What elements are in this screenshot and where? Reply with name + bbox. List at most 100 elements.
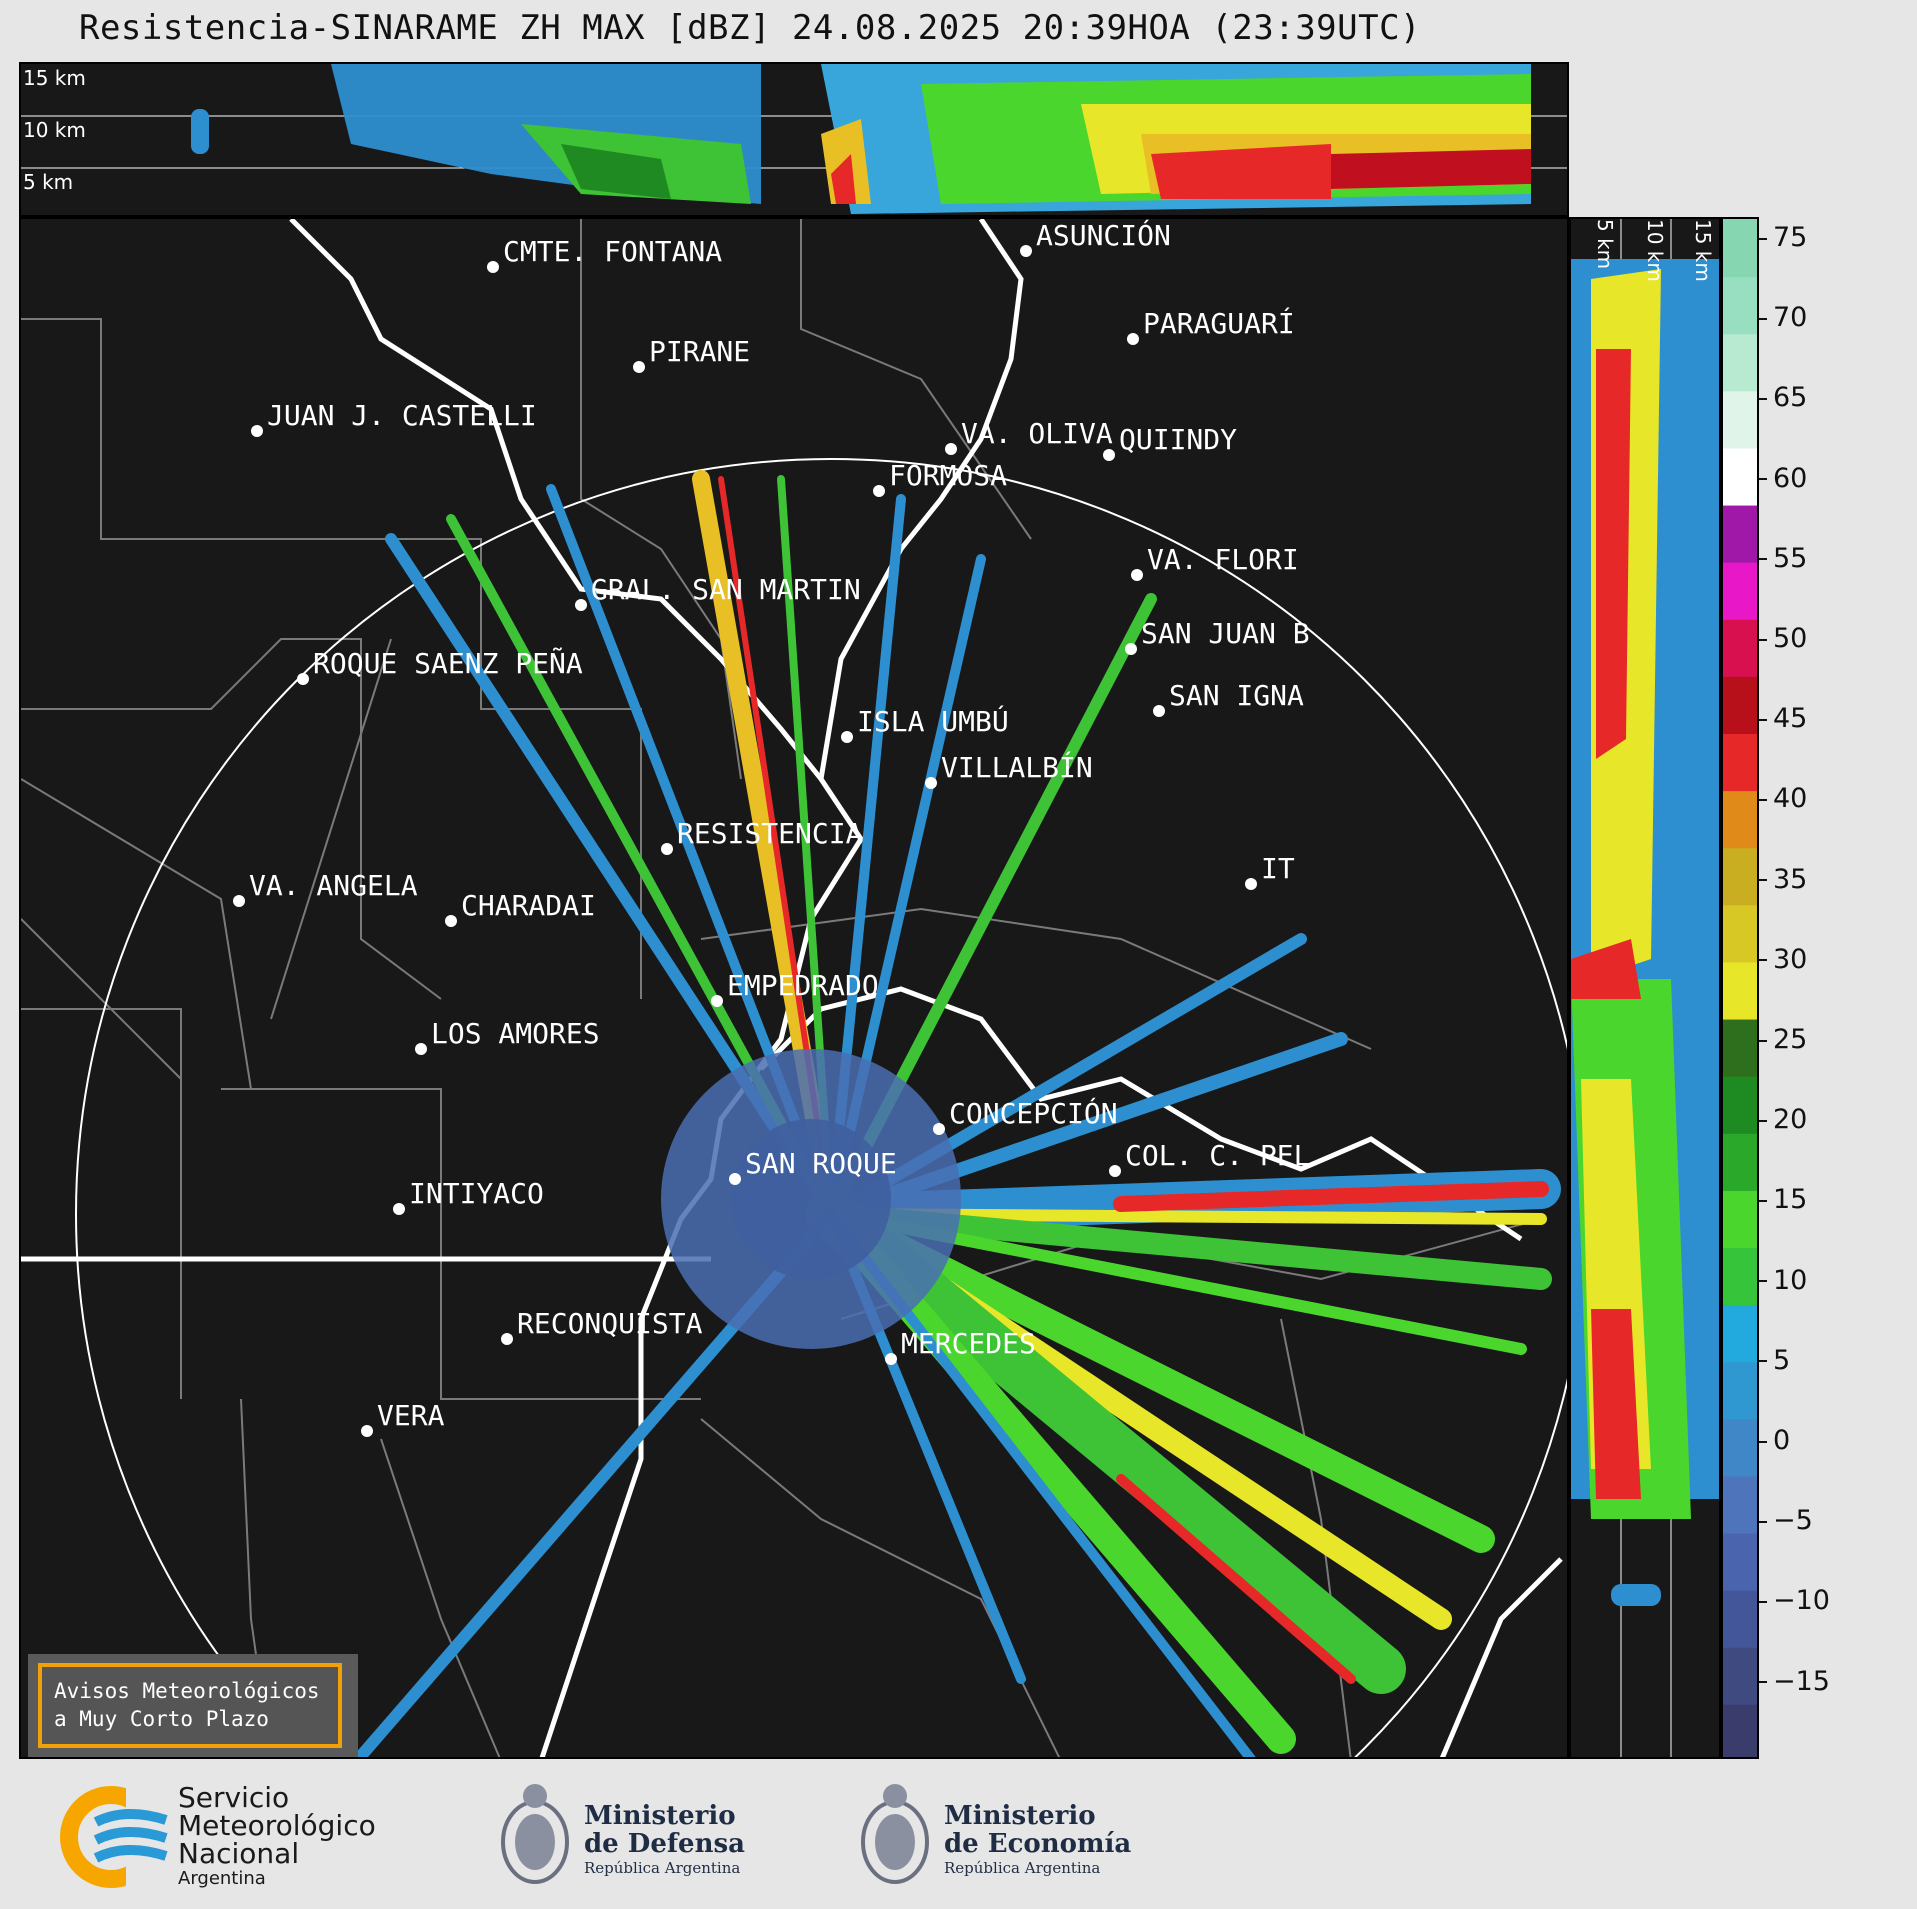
city-marker [925,777,937,789]
economia-line1: Ministerio [944,1801,1096,1831]
colorbar-tick-label: 10 [1759,1265,1879,1296]
city-marker [1020,245,1032,257]
city-label: VA. FLORI [1147,543,1299,576]
city-label: IT [1261,852,1295,885]
colorbar-tick-label: −5 [1759,1505,1879,1536]
smn-line1: Servicio [178,1781,290,1814]
colorbar-tick-label: 65 [1759,382,1879,413]
side-panel-label-15km: 15 km [1691,219,1715,282]
city-label: CMTE. FONTANA [503,235,722,268]
defensa-seal-icon [501,1784,569,1884]
colorbar-swatch [1723,1532,1757,1591]
city-marker [1245,878,1257,890]
colorbar-tick-label: 50 [1759,623,1879,654]
city-marker [415,1043,427,1055]
colorbar-swatch [1723,447,1757,506]
colorbar-swatch [1723,390,1757,449]
city-label: JUAN J. CASTELLI [267,399,537,432]
footer-logos: Servicio Meteorológico Nacional Argentin… [0,1760,1917,1909]
city-label: GRAL. SAN MARTIN [591,573,861,606]
city-label: INTIYACO [409,1177,544,1210]
colorbar-tick-label: 30 [1759,944,1879,975]
colorbar-tick-label: 55 [1759,543,1879,574]
city-marker [945,443,957,455]
colorbar-tick-label: 15 [1759,1184,1879,1215]
colorbar-tick-label: 5 [1759,1345,1879,1376]
aviso-box: Avisos Meteorológicos a Muy Corto Plazo [38,1663,342,1748]
colorbar-swatch [1723,904,1757,963]
rivers-borders [21,219,1563,1757]
side-panel-echoes [1571,219,1719,1757]
colorbar-swatch [1723,504,1757,563]
aviso-line1: Avisos Meteorológicos [54,1679,320,1703]
colorbar-swatch [1723,790,1757,849]
city-marker [1103,449,1115,461]
city-marker [1127,333,1139,345]
city-marker [575,599,587,611]
city-marker [841,731,853,743]
colorbar-swatch [1723,1132,1757,1191]
city-label: COL. C. PEL [1125,1139,1310,1172]
city-marker [501,1333,513,1345]
top-panel-label-15km: 15 km [23,66,86,90]
city-label: ISLA UMBÚ [857,704,1009,738]
smn-line2: Meteorológico [178,1809,376,1842]
city-marker [487,261,499,273]
city-marker [933,1123,945,1135]
city-label: PIRANE [649,335,750,368]
city-label: PARAGUARÍ [1143,306,1295,340]
economia-seal-icon [861,1784,929,1884]
colorbar-swatch [1723,1247,1757,1306]
colorbar-swatch [1723,1589,1757,1648]
top-panel-echoes [21,64,1567,214]
radar-map: CMTE. FONTANA ASUNCIÓN PARAGUARÍ PIRANE JUAN… [19,217,1569,1759]
city-marker [251,425,263,437]
city-marker [233,895,245,907]
colorbar-swatch [1723,219,1757,278]
city-label: ROQUE SAENZ PEÑA [313,646,583,680]
city-label: LOS AMORES [431,1017,600,1050]
economia-name: Ministerio de Economía República Argenti… [944,1802,1131,1878]
city-marker [661,843,673,855]
city-label: SAN IGNA [1169,679,1304,712]
colorbar-tick-label: 25 [1759,1024,1879,1055]
city-label: EMPEDRADO [727,969,879,1002]
city-label: VILLALBÍN [941,750,1093,784]
city-label: VA. OLIVA [961,417,1113,450]
colorbar-swatch [1723,276,1757,335]
smn-logo-icon [60,1782,176,1892]
colorbar-swatch [1723,561,1757,620]
colorbar-ticks: 75 70 65 60 55 50 45 40 35 30 25 20 15 10 5 0 −5 −10 −15 [1759,217,1879,1759]
city-layer: CMTE. FONTANA ASUNCIÓN PARAGUARÍ PIRANE JUAN… [233,219,1310,1437]
city-marker [1153,705,1165,717]
economia-line3: República Argentina [944,1859,1101,1877]
colorbar-swatch [1723,1189,1757,1248]
smn-line3: Nacional [178,1837,300,1870]
city-label: VA. ANGELA [249,869,418,902]
city-marker [361,1425,373,1437]
colorbar-swatch [1723,1361,1757,1420]
top-panel-label-5km: 5 km [23,170,74,194]
defensa-line2: de Defensa [584,1829,745,1859]
defensa-line1: Ministerio [584,1801,736,1831]
city-label: FORMOSA [889,459,1007,492]
smn-name: Servicio Meteorológico Nacional Argentin… [178,1784,376,1890]
defensa-name: Ministerio de Defensa República Argentin… [584,1802,745,1878]
city-marker [711,995,723,1007]
colorbar-swatch [1723,733,1757,792]
colorbar-swatch [1723,1075,1757,1134]
city-label: RECONQUISTA [517,1307,703,1340]
colorbar-tick-label: 40 [1759,783,1879,814]
defensa-line3: República Argentina [584,1859,741,1877]
economia-line2: de Economía [944,1829,1132,1859]
city-marker [885,1353,897,1365]
city-label: VERA [377,1399,445,1432]
city-marker [1125,643,1137,655]
colorbar-swatch [1723,1418,1757,1477]
colorbar-swatches [1723,219,1757,1757]
colorbar-tick-label: 0 [1759,1425,1879,1456]
city-label: QUIINDY [1119,423,1237,456]
side-height-panel: 5 km 10 km 15 km [1569,217,1721,1759]
colorbar-tick-label: 60 [1759,463,1879,494]
city-label: RESISTENCIA [677,817,863,850]
